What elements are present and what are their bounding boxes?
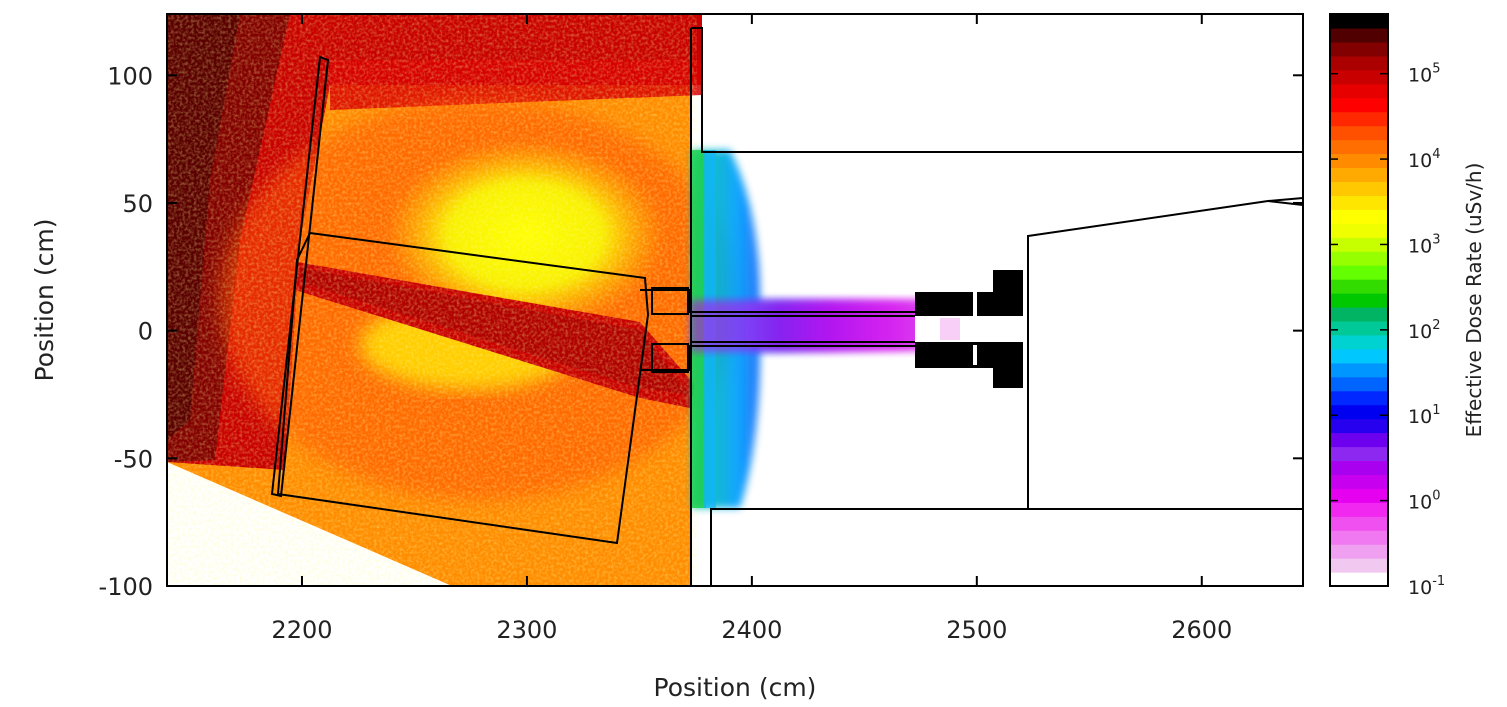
colorbar-swatch [1330, 41, 1388, 57]
colorbar-swatch [1330, 544, 1388, 559]
beam-duct-upper [640, 289, 919, 317]
y-tick-label: -100 [99, 573, 153, 601]
colorbar-swatch [1330, 111, 1388, 127]
colorbar-swatch [1330, 97, 1388, 113]
y-tick-label: 100 [107, 62, 153, 90]
colorbar-title: Effective Dose Rate (uSv/h) [1462, 163, 1486, 438]
y-axis: 100 50 0 -50 -100 [99, 62, 1303, 601]
colorbar: 10-1 100 101 102 103 104 105 Effective Dose Ra… [1329, 13, 1486, 599]
colorbar-swatch [1330, 27, 1388, 43]
tilted-plate [270, 55, 330, 498]
colorbar-swatch [1330, 293, 1388, 308]
colorbar-swatch [1330, 237, 1388, 252]
colorbar-tick-label: 103 [1408, 232, 1440, 257]
colorbar-tick-label: 105 [1408, 62, 1440, 87]
plot-frame [166, 13, 1304, 587]
colorbar-swatch [1330, 446, 1388, 462]
colorbar-swatch [1330, 572, 1388, 587]
colorbar-swatch [1330, 488, 1388, 503]
right-chamber [1027, 197, 1303, 509]
colorbar-frame [1329, 13, 1389, 587]
colorbar-swatch [1330, 139, 1388, 155]
colorbar-swatch [1330, 14, 1388, 29]
colorbar-tick-label: 101 [1408, 403, 1440, 428]
duct-box-upper [651, 287, 689, 315]
x-axis-label: Position (cm) [654, 673, 817, 702]
colorbar-swatch [1330, 306, 1388, 322]
wall-upper [691, 27, 1303, 153]
colorbar-swatch [1330, 558, 1388, 573]
colorbar-swatch [1330, 223, 1388, 238]
colorbar-tick-label: 100 [1408, 489, 1440, 514]
colorbar-swatch [1330, 376, 1388, 392]
colorbar-swatch [1330, 55, 1388, 71]
colorbar-swatch [1330, 474, 1388, 489]
colorbar-swatch [1330, 334, 1388, 350]
y-tick-label: -50 [114, 445, 153, 473]
shield-block [276, 231, 650, 545]
dose-rate-field [167, 14, 1303, 586]
colorbar-swatch [1330, 83, 1388, 99]
colorbar-swatch [1330, 153, 1388, 169]
colorbar-swatches [1330, 14, 1388, 587]
colorbar-swatch [1330, 404, 1388, 420]
colorbar-swatch [1330, 265, 1388, 280]
beam-duct-lower [640, 341, 919, 371]
colorbar-swatch [1330, 460, 1388, 475]
colorbar-swatch [1330, 530, 1388, 545]
colorbar-tick-label: 104 [1408, 147, 1440, 172]
colorbar-ticks: 10-1 100 101 102 103 104 105 [1330, 62, 1445, 599]
colorbar-swatch [1330, 181, 1388, 196]
y-tick-label: 50 [122, 190, 153, 218]
colorbar-swatch [1330, 348, 1388, 364]
colorbar-tick-label: 10-1 [1408, 574, 1445, 599]
colorbar-swatch [1330, 362, 1388, 378]
geometry-outlines [270, 27, 1303, 586]
colorbar-swatch [1330, 320, 1388, 336]
x-axis: 2200 2300 2400 2500 2600 [271, 14, 1232, 644]
x-tick-label: 2300 [496, 616, 557, 644]
colorbar-swatch [1330, 69, 1388, 85]
colorbar-swatch [1330, 209, 1388, 224]
colorbar-swatch [1330, 516, 1388, 531]
colorbar-tick-label: 102 [1408, 318, 1440, 343]
magnet-components [915, 270, 1027, 388]
y-tick-label: 0 [138, 318, 153, 346]
colorbar-swatch [1330, 279, 1388, 294]
right-chamber-top [1267, 200, 1303, 206]
y-axis-label: Position (cm) [30, 219, 59, 382]
x-tick-label: 2600 [1171, 616, 1232, 644]
colorbar-swatch [1330, 195, 1388, 210]
colorbar-swatch [1330, 502, 1388, 517]
colorbar-swatch [1330, 167, 1388, 183]
x-tick-label: 2400 [721, 616, 782, 644]
x-tick-label: 2200 [271, 616, 332, 644]
duct-box-lower [651, 343, 689, 373]
colorbar-swatch [1330, 418, 1388, 434]
x-tick-label: 2500 [946, 616, 1007, 644]
colorbar-swatch [1330, 390, 1388, 406]
wall-lower [710, 508, 1303, 586]
colorbar-swatch [1330, 125, 1388, 141]
colorbar-swatch [1330, 251, 1388, 266]
colorbar-swatch [1330, 432, 1388, 448]
